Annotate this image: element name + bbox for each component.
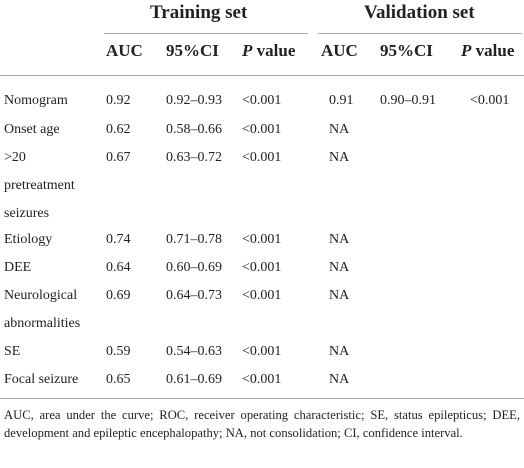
row-label: Nomogram <box>4 93 68 108</box>
row-label: Focal seizure <box>4 372 79 387</box>
row-label: DEE <box>4 260 32 275</box>
validation-auc-cell: NA <box>329 288 350 303</box>
training-ci-cell: 0.64–0.73 <box>166 288 222 303</box>
validation-ci-cell: 0.90–0.91 <box>380 93 436 108</box>
training-group-rule <box>104 33 308 34</box>
row-label: abnormalities <box>4 316 81 331</box>
validation-group-rule <box>318 33 522 34</box>
training-p-cell: <0.001 <box>242 122 282 137</box>
row-label: pretreatment <box>4 178 75 193</box>
training-set-heading: Training set <box>150 2 248 23</box>
training-p-cell: <0.001 <box>242 232 282 247</box>
validation-auc-cell: NA <box>329 232 350 247</box>
row-label: Neurological <box>4 288 78 303</box>
validation-auc-cell: NA <box>329 344 350 359</box>
training-auc-cell: 0.64 <box>106 260 131 275</box>
row-label: seizures <box>4 206 50 221</box>
validation-auc-cell: NA <box>329 122 350 137</box>
row-label: >20 <box>4 150 26 165</box>
row-label: SE <box>4 344 21 359</box>
table-bottom-rule <box>0 398 524 399</box>
validation-auc-cell: NA <box>329 150 350 165</box>
training-p-cell: <0.001 <box>242 288 282 303</box>
training-ci-cell: 0.63–0.72 <box>166 150 222 165</box>
training-p-cell: <0.001 <box>242 344 282 359</box>
validation-set-heading: Validation set <box>364 2 475 23</box>
validation-auc-cell: 0.91 <box>329 93 354 108</box>
training-auc-cell: 0.67 <box>106 150 131 165</box>
training-ci-cell: 0.92–0.93 <box>166 93 222 108</box>
training-auc-cell: 0.74 <box>106 232 131 247</box>
training-ci-cell: 0.58–0.66 <box>166 122 222 137</box>
training-ci-cell: 0.61–0.69 <box>166 372 222 387</box>
training-auc-cell: 0.62 <box>106 122 131 137</box>
training-auc-header: AUC <box>106 41 143 60</box>
validation-p-cell: <0.001 <box>470 93 510 108</box>
training-auc-cell: 0.65 <box>106 372 131 387</box>
table-footnote: AUC, area under the curve; ROC, receiver… <box>4 408 520 440</box>
training-ci-cell: 0.54–0.63 <box>166 344 222 359</box>
training-auc-cell: 0.92 <box>106 93 131 108</box>
training-p-value-header: P value <box>242 41 296 60</box>
validation-auc-cell: NA <box>329 260 350 275</box>
row-label: Etiology <box>4 232 53 247</box>
training-p-cell: <0.001 <box>242 372 282 387</box>
validation-auc-cell: NA <box>329 372 350 387</box>
training-p-cell: <0.001 <box>242 150 282 165</box>
training-ci-header: 95%CI <box>166 41 219 60</box>
validation-auc-header: AUC <box>321 41 358 60</box>
row-label: Onset age <box>4 122 60 137</box>
training-auc-cell: 0.69 <box>106 288 131 303</box>
training-auc-cell: 0.59 <box>106 344 131 359</box>
training-ci-cell: 0.60–0.69 <box>166 260 222 275</box>
training-p-cell: <0.001 <box>242 260 282 275</box>
training-ci-cell: 0.71–0.78 <box>166 232 222 247</box>
validation-ci-header: 95%CI <box>380 41 433 60</box>
header-rule <box>0 75 524 76</box>
training-p-cell: <0.001 <box>242 93 282 108</box>
validation-p-value-header: P value <box>461 41 515 60</box>
